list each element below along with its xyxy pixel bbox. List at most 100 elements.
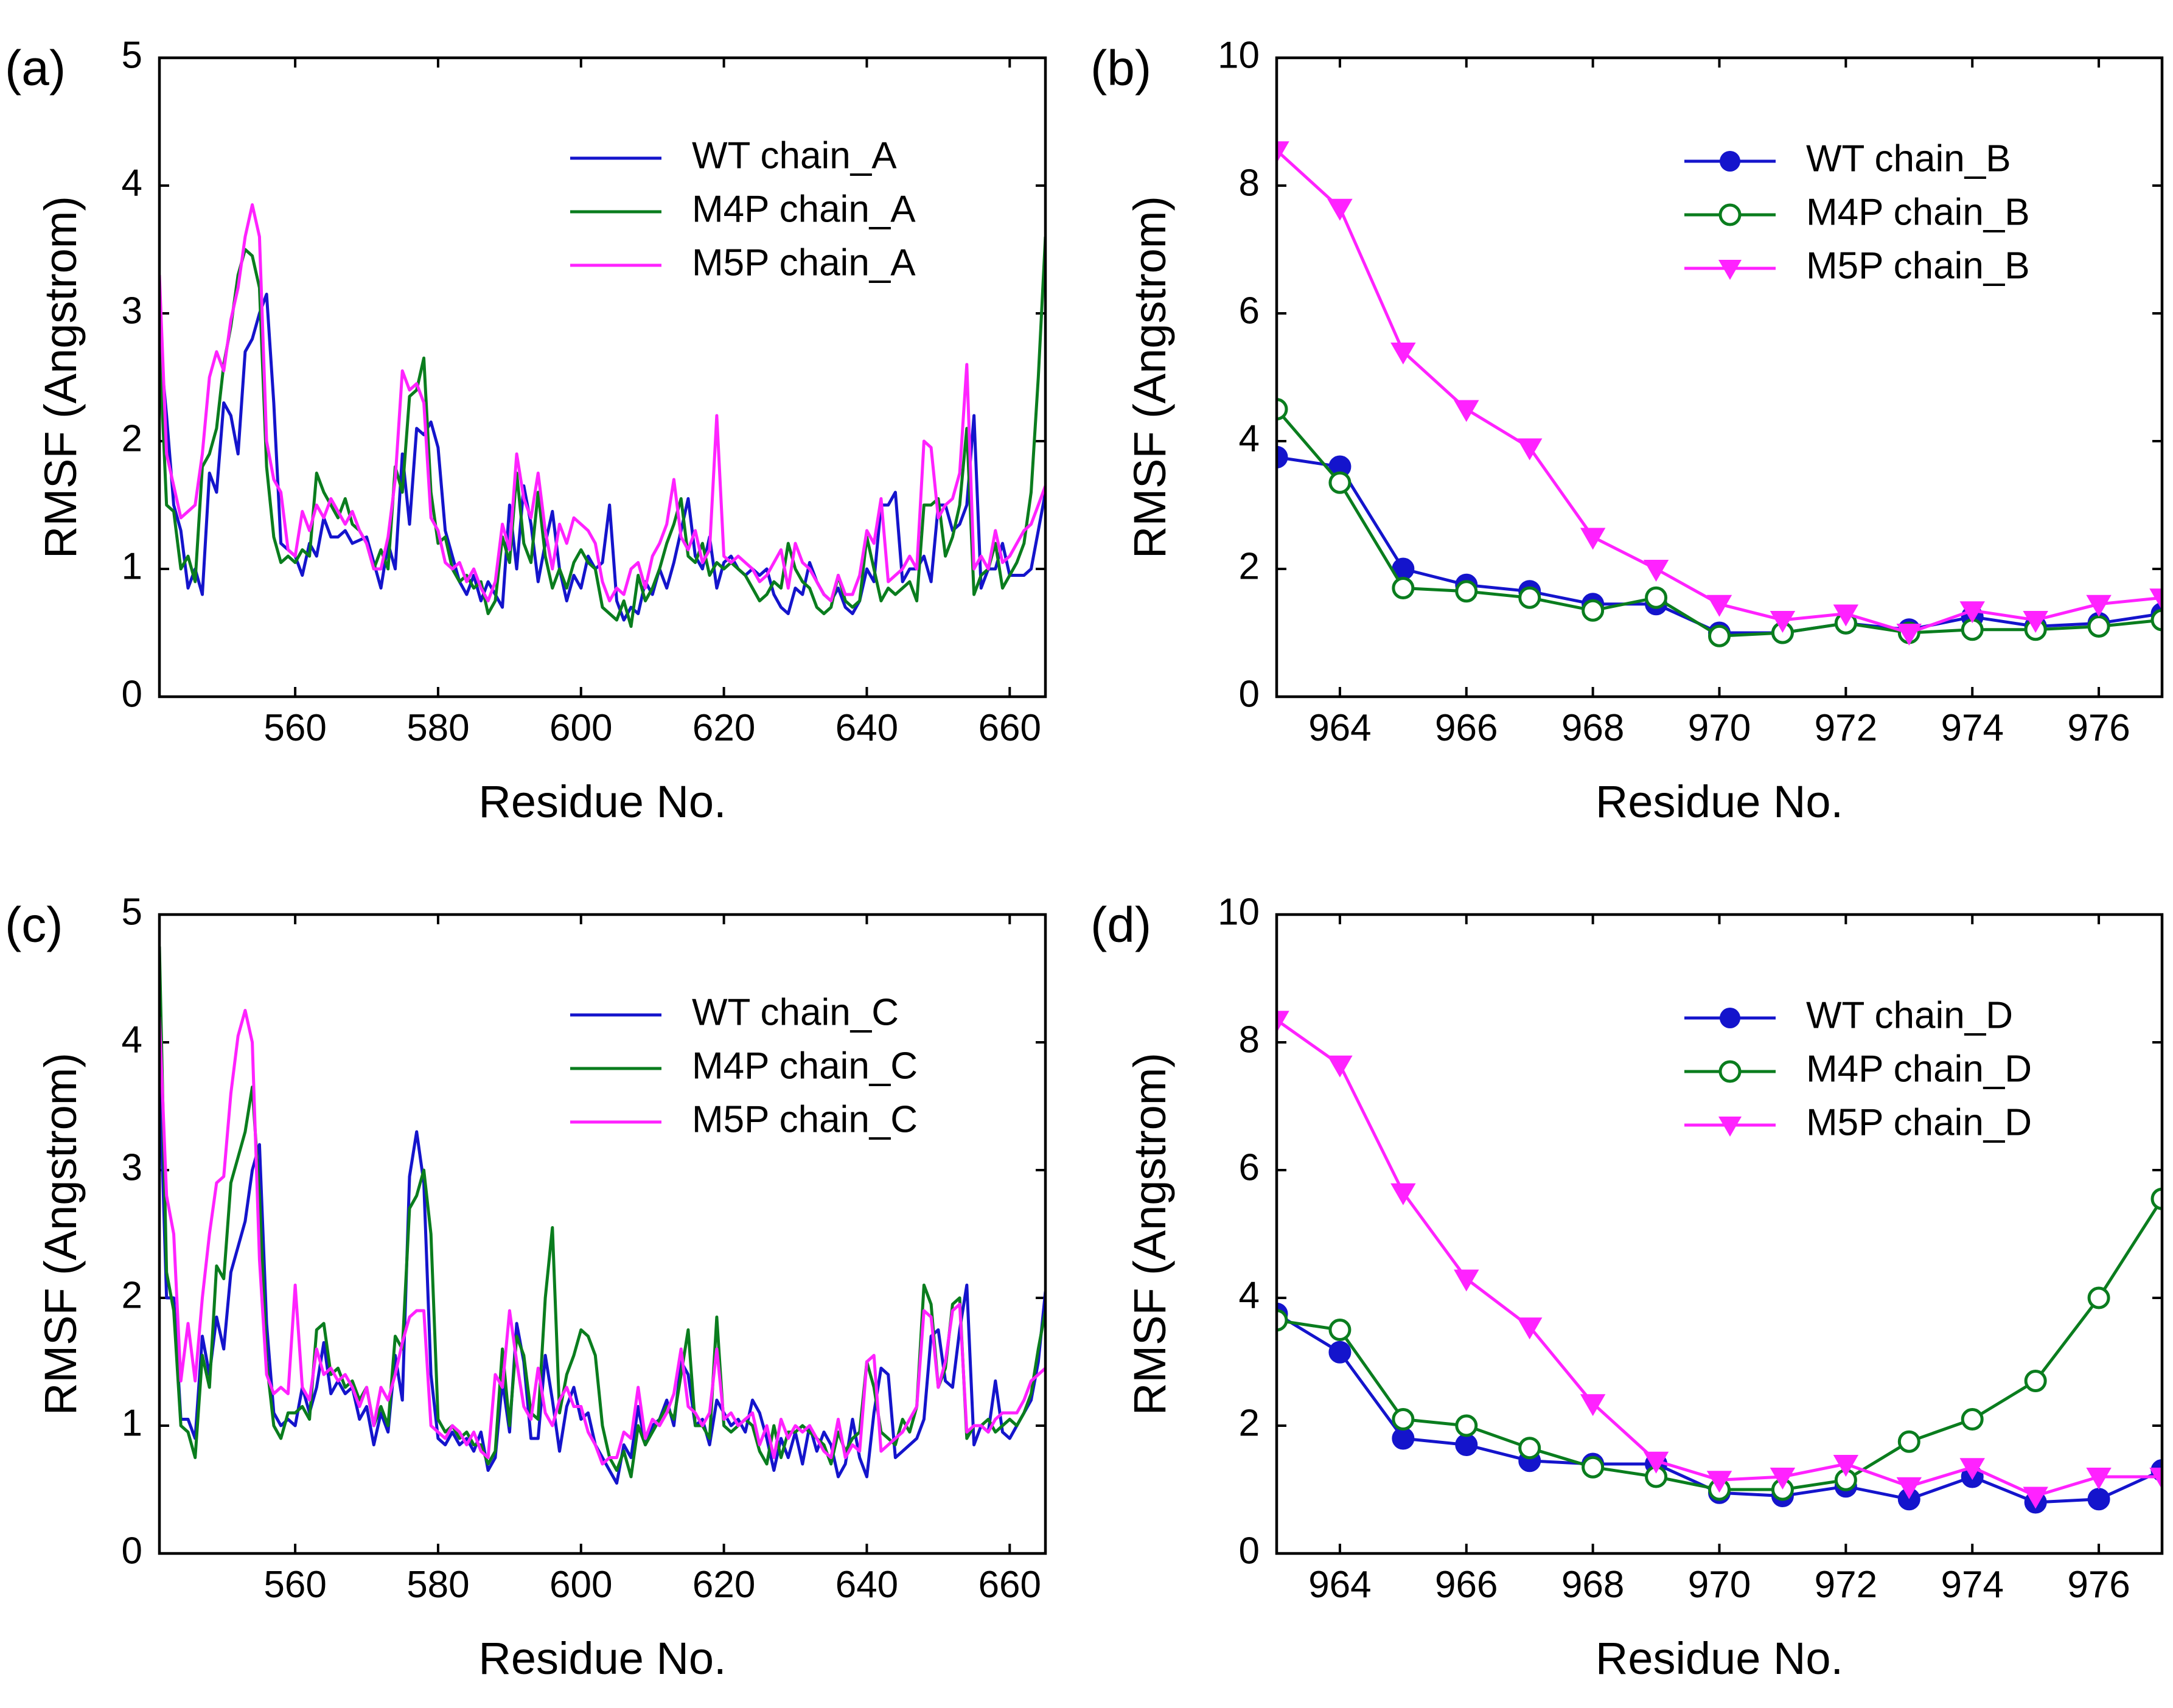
plot-frame	[158, 56, 1047, 699]
data-point-m4p	[1518, 586, 1541, 609]
panel-letter: (c)	[5, 898, 63, 953]
data-point-m4p	[1897, 1430, 1920, 1453]
y-tick-label: 3	[122, 1146, 142, 1188]
series-line-m5p	[159, 203, 1045, 602]
legend-marker-filled-circle	[1720, 1008, 1740, 1028]
legend-label: M5P chain_A	[692, 242, 916, 284]
y-tick-label: 1	[122, 545, 142, 587]
legend-entry: M5P chain_A	[570, 242, 916, 284]
data-point-m5p	[1580, 1394, 1606, 1417]
panel-letter: (a)	[5, 41, 66, 96]
x-tick-label: 560	[263, 1564, 326, 1606]
data-point-m5p	[1896, 1477, 1922, 1499]
data-point-wt	[2087, 1488, 2110, 1511]
panel-letter: (d)	[1090, 898, 1151, 953]
x-tick-label: 660	[978, 1564, 1041, 1606]
x-tick-label: 580	[406, 1564, 469, 1606]
x-tick-label: 560	[263, 707, 326, 749]
data-point-wt	[1455, 1434, 1478, 1456]
data-point-m5p	[1390, 343, 1416, 365]
y-tick-label: 3	[122, 290, 142, 332]
legend-entry: WT chain_C	[570, 991, 899, 1033]
legend-label: WT chain_C	[692, 991, 899, 1033]
legend-entry: M5P chain_B	[1684, 245, 2030, 287]
data-point-m4p	[1645, 586, 1668, 609]
y-axis-title: RMSF (Angstrom)	[35, 196, 86, 559]
x-tick-label: 976	[2067, 707, 2130, 749]
legend-label: M5P chain_B	[1806, 245, 2030, 287]
data-point-m4p	[2024, 1370, 2047, 1392]
x-tick-label: 974	[1941, 707, 2003, 749]
legend-label: WT chain_A	[692, 134, 897, 176]
x-tick-label: 970	[1688, 707, 1751, 749]
data-point-m4p	[1277, 398, 1288, 420]
y-tick-label: 0	[122, 1530, 142, 1572]
data-point-m4p	[2087, 615, 2110, 638]
data-point-m5p	[1277, 1011, 1289, 1033]
x-tick-label: 974	[1941, 1564, 2003, 1606]
legend-entry: WT chain_A	[570, 134, 897, 176]
legend-label: M4P chain_A	[692, 188, 916, 230]
data-point-m4p	[1455, 1414, 1478, 1437]
y-axis-title: RMSF (Angstrom)	[1125, 1053, 1175, 1415]
plot-area	[1277, 1011, 2162, 1514]
data-point-m4p	[1328, 471, 1352, 494]
y-tick-label: 4	[1239, 1274, 1260, 1316]
x-tick-label: 966	[1435, 1564, 1498, 1606]
data-point-m5p	[1516, 438, 1543, 461]
plot-frame	[1275, 913, 2164, 1555]
panel-a: (a) 0 1 2 3 4 5 560 580 600 620 640 660 Residue No. RM…	[5, 34, 1047, 827]
data-point-m5p	[2086, 594, 2112, 617]
data-point-m5p	[1327, 1055, 1353, 1078]
data-point-wt	[1328, 1340, 1352, 1364]
panel-b: (b) 0 2 4 6 8 10 964 966 968 970 972 974 976 Residue N…	[1090, 34, 2164, 827]
legend-marker-triangle	[1718, 260, 1742, 280]
series-line-wt	[159, 1067, 1045, 1485]
x-tick-label: 580	[406, 707, 469, 749]
data-point-m4p	[2087, 1286, 2110, 1309]
legend-marker-triangle	[1718, 1117, 1742, 1137]
y-tick-label: 8	[1239, 162, 1260, 204]
legend-marker-filled-circle	[1720, 151, 1740, 172]
plot-frame	[158, 913, 1047, 1555]
y-tick-label: 5	[122, 34, 142, 76]
x-tick-label: 660	[978, 707, 1041, 749]
panel-letter: (b)	[1090, 41, 1151, 96]
legend-label: WT chain_B	[1806, 138, 2011, 180]
x-tick-label: 600	[549, 1564, 612, 1606]
data-point-m5p	[1580, 528, 1606, 550]
data-point-m5p	[2023, 611, 2048, 633]
y-tick-label: 4	[122, 162, 142, 204]
data-point-m4p	[2150, 608, 2162, 632]
data-point-wt	[1392, 1427, 1415, 1450]
data-point-wt	[1277, 445, 1288, 469]
data-point-m5p	[1770, 1468, 1796, 1490]
y-tick-label: 10	[1218, 891, 1260, 933]
data-point-m5p	[2149, 588, 2162, 611]
data-point-m4p	[1392, 1408, 1415, 1431]
x-tick-label: 640	[835, 707, 898, 749]
data-point-m5p	[1770, 611, 1796, 633]
plot-area	[1277, 141, 2162, 647]
legend-label: M4P chain_B	[1806, 191, 2030, 233]
data-point-m4p	[1518, 1437, 1541, 1460]
y-tick-label: 0	[122, 673, 142, 715]
data-point-m4p	[1277, 1309, 1288, 1332]
y-tick-label: 5	[122, 891, 142, 933]
x-axis-title: Residue No.	[1596, 1633, 1843, 1684]
y-tick-label: 4	[1239, 417, 1260, 459]
legend-entry: WT chain_D	[1684, 994, 2013, 1036]
data-point-m5p	[1643, 560, 1669, 582]
x-tick-label: 964	[1308, 707, 1371, 749]
data-point-m5p	[1896, 624, 1922, 646]
data-point-m5p	[2149, 1468, 2162, 1490]
x-tick-label: 600	[549, 707, 612, 749]
plot-frame	[1275, 56, 2164, 699]
data-point-m5p	[1959, 601, 1985, 624]
series-line-m5p	[159, 1009, 1045, 1466]
data-point-m5p	[1454, 1269, 1479, 1292]
data-point-m5p	[1454, 400, 1479, 422]
legend-label: WT chain_D	[1806, 994, 2013, 1036]
series-line-m4p	[159, 236, 1045, 628]
